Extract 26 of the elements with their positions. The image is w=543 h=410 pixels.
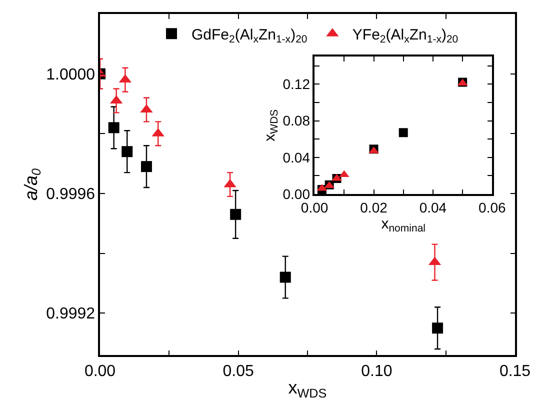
y-tick-label: 1.0000 <box>46 66 96 84</box>
x-tick-label: 0.15 <box>499 362 531 380</box>
legend-label: GdFe$_{2}$(Al$_{x}$Zn$_{1-x}$)$_{20}$ <box>192 26 308 46</box>
x-tick-label: 0.00 <box>84 362 116 380</box>
x-tick-label: 0.05 <box>222 362 254 380</box>
x-axis-title: x$_{WDS}$ <box>288 378 327 400</box>
x-tick-label: 0.06 <box>478 200 506 216</box>
x-tick-label: 0.02 <box>360 200 388 216</box>
x-tick-label: 0.10 <box>361 362 392 380</box>
y-tick-label: 0.08 <box>282 112 310 129</box>
y-tick-label: 0.00 <box>282 186 310 202</box>
point <box>108 122 120 134</box>
point <box>398 128 408 138</box>
point <box>230 208 242 220</box>
legend-label: YFe$_{2}$(Al$_{x}$Zn$_{1-x}$)$_{20}$ <box>352 26 458 46</box>
y-tick-label: 0.9996 <box>46 186 96 204</box>
x-axis-title: x$_{nominal}$ <box>381 216 426 235</box>
point <box>280 272 291 283</box>
point <box>432 322 444 334</box>
x-tick-label: 0.00 <box>300 200 328 216</box>
y-tick-label: 0.04 <box>282 149 310 166</box>
point <box>122 146 133 158</box>
x-tick-label: 0.04 <box>419 200 447 216</box>
y-tick-label: 0.9992 <box>46 306 96 323</box>
point <box>140 161 152 172</box>
y-tick-label: 0.12 <box>282 76 310 92</box>
